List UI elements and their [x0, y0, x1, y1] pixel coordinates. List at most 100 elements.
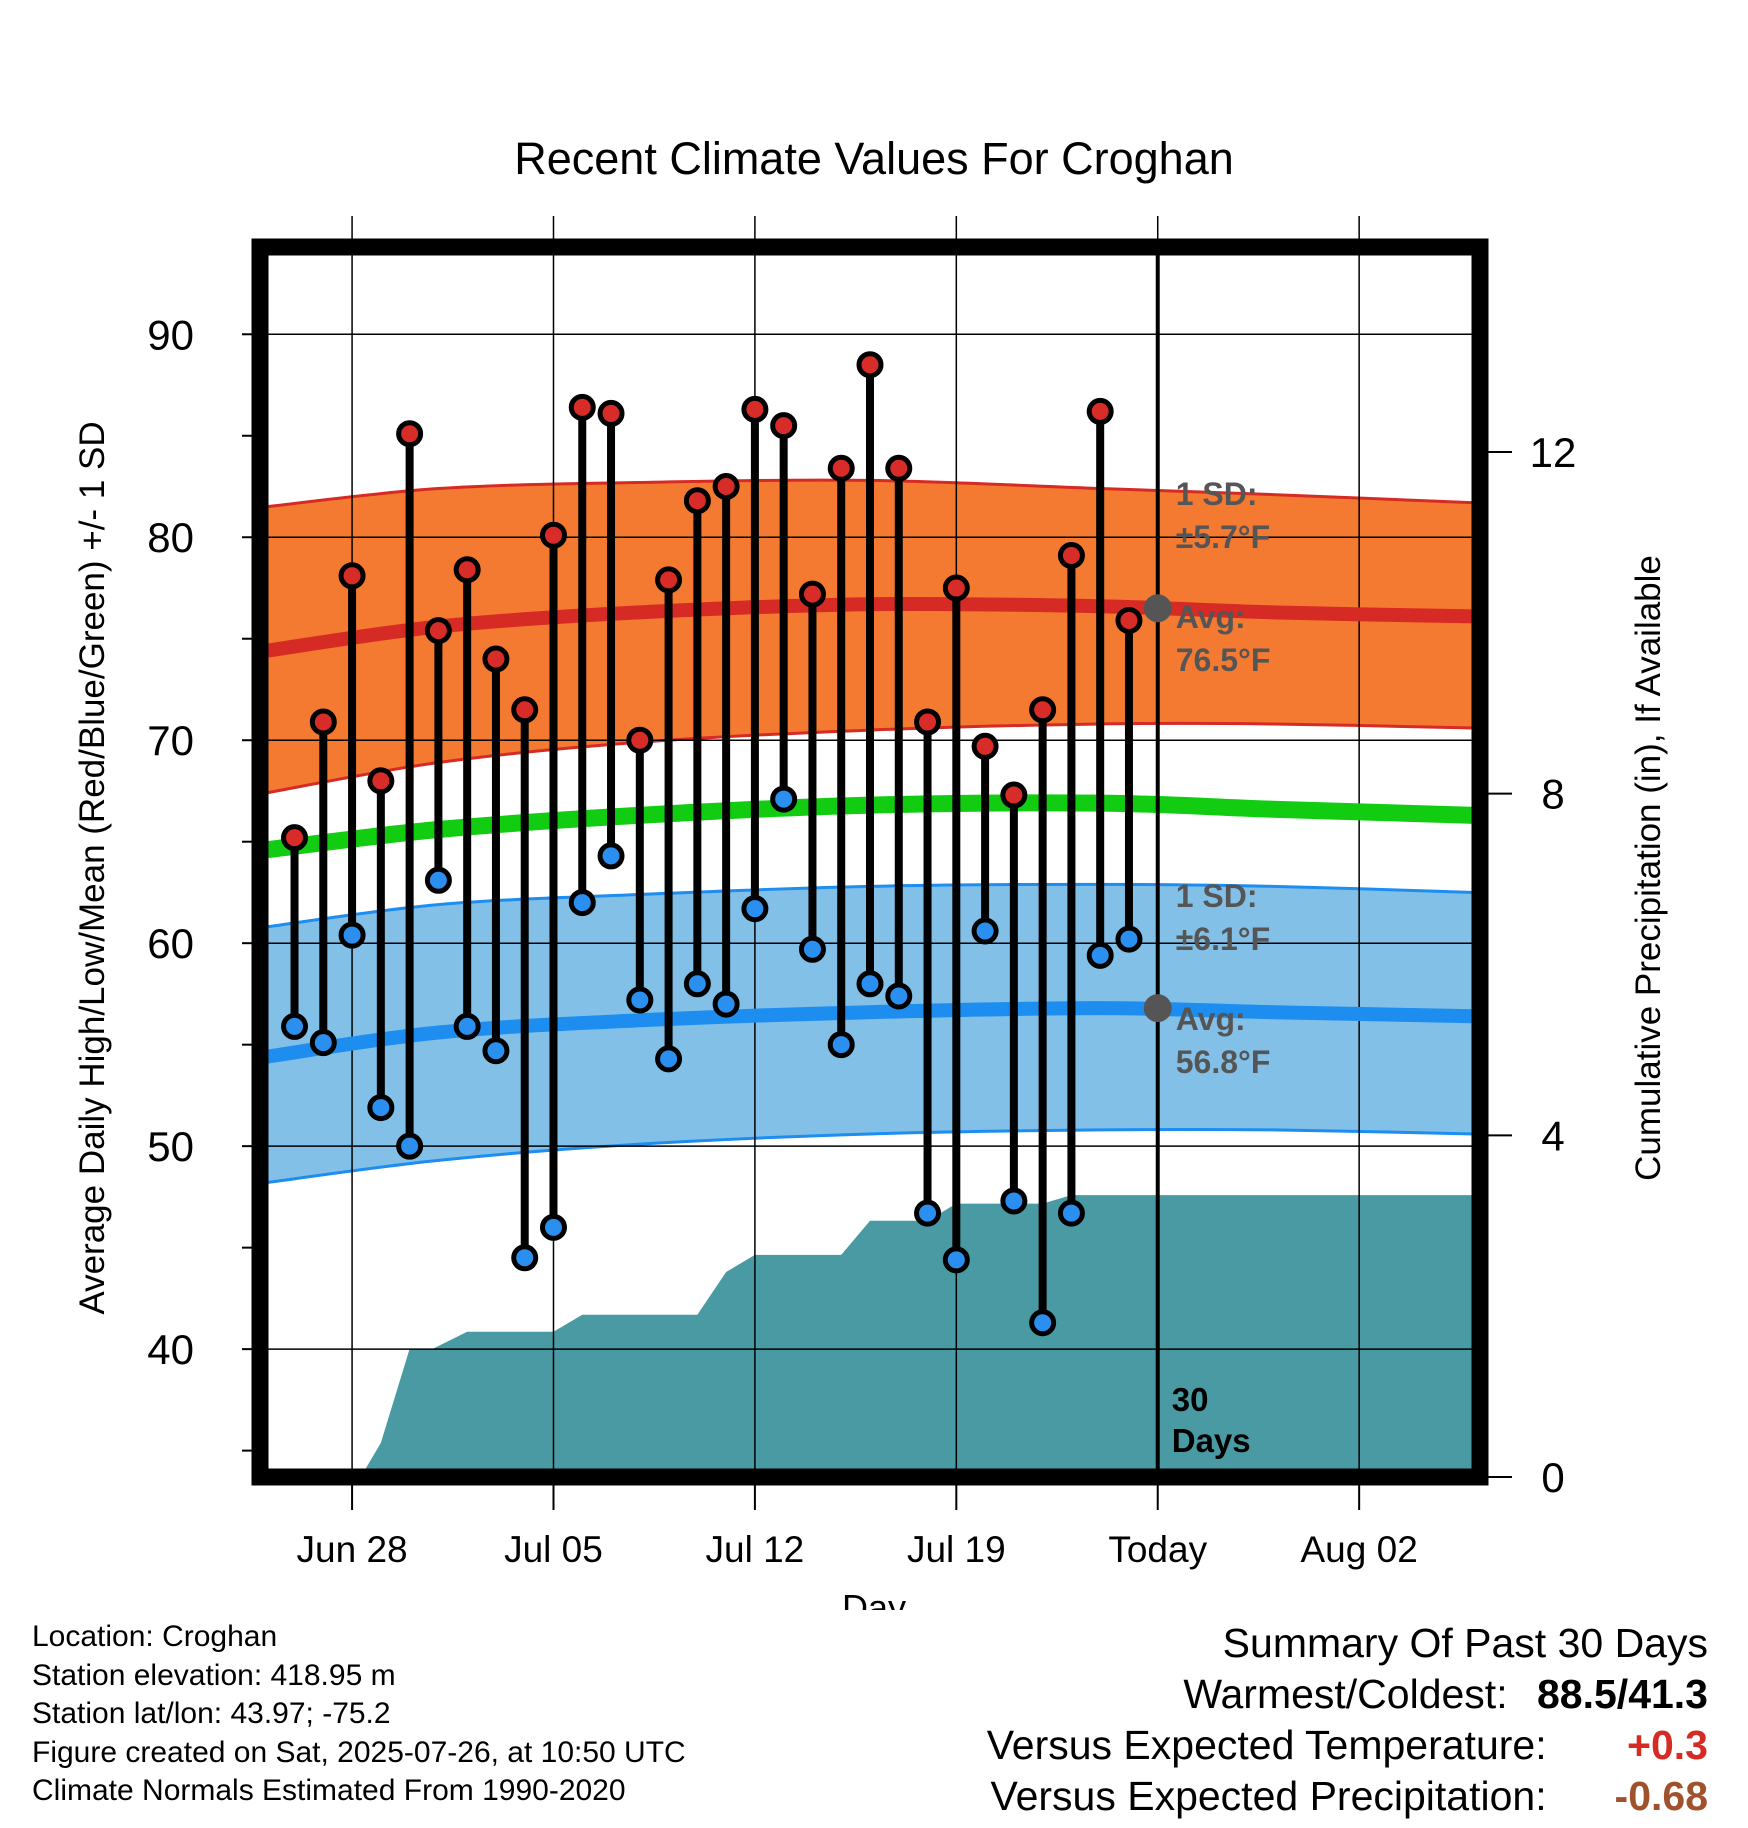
precip-value: -0.68	[1614, 1773, 1708, 1819]
elevation-text: Station elevation: 418.95 m	[32, 1658, 396, 1692]
low-point	[1000, 1187, 1028, 1215]
high-point	[942, 574, 970, 602]
low-point	[655, 1045, 683, 1073]
low-band-lower-edge	[265, 1127, 1475, 1185]
low-point	[885, 982, 913, 1010]
low-point	[453, 1012, 481, 1040]
high-point	[655, 566, 683, 594]
x-tick-label: Jul 19	[907, 1529, 1006, 1570]
chart-title: Recent Climate Values For Croghan	[514, 133, 1234, 184]
climate-chart: Recent Climate Values For Croghan 1 SD: ±…	[73, 133, 1668, 1610]
high-point	[453, 556, 481, 584]
created-text: Figure created on Sat, 2025-07-26, at 10…	[32, 1735, 686, 1769]
y-axis-label: Average Daily High/Low/Mean (Red/Blue/Gr…	[73, 421, 112, 1314]
high-point	[712, 473, 740, 501]
low-avg-marker	[1143, 994, 1172, 1023]
high-point	[424, 617, 452, 645]
high-point	[770, 412, 798, 440]
plot-frame	[251, 238, 1489, 1486]
low-sd-band	[265, 884, 1475, 1183]
low-point	[798, 935, 826, 963]
y-tick-label: 50	[147, 1123, 194, 1170]
x-tick-label: Jul 05	[504, 1529, 603, 1570]
low-sd-title: 1 SD:	[1176, 878, 1258, 914]
high-point	[856, 351, 884, 379]
low-point	[683, 970, 711, 998]
x-tick-label: Jul 12	[706, 1529, 805, 1570]
low-point	[741, 895, 769, 923]
low-point	[971, 917, 999, 945]
temp-row: Versus Expected Temperature: +0.3	[987, 1720, 1708, 1771]
station-info: Location: Croghan Station elevation: 418…	[32, 1618, 686, 1811]
high-point	[1029, 696, 1057, 724]
high-point	[482, 645, 510, 673]
high-point	[396, 420, 424, 448]
high-point	[827, 454, 855, 482]
low-point	[827, 1031, 855, 1059]
plot-border	[251, 238, 1489, 1486]
high-sd-value: ±5.7°F	[1176, 519, 1270, 555]
low-point	[942, 1246, 970, 1274]
precip-label: Versus Expected Precipitation:	[990, 1773, 1547, 1819]
high-point	[885, 454, 913, 482]
location-text: Location: Croghan	[32, 1620, 278, 1653]
y-tick-label: 90	[147, 311, 194, 358]
warm-cold-label: Warmest/Coldest:	[1183, 1671, 1508, 1717]
warm-cold-value: 88.5/41.3	[1537, 1671, 1708, 1717]
summary-title: Summary Of Past 30 Days	[1222, 1620, 1708, 1666]
high-point	[741, 395, 769, 423]
low-point	[626, 986, 654, 1014]
low-point	[1115, 925, 1143, 953]
temp-value: +0.3	[1627, 1722, 1708, 1768]
normals-text: Climate Normals Estimated From 1990-2020	[32, 1774, 626, 1807]
y-tick-label: 60	[147, 920, 194, 967]
normal-low-line	[264, 1001, 1475, 1064]
precip-area-layer	[265, 1195, 1475, 1477]
high-point	[539, 521, 567, 549]
high-point	[1086, 397, 1114, 425]
y2-tick-label: 4	[1541, 1112, 1564, 1159]
y-tick-label: 40	[147, 1326, 194, 1373]
low-point	[511, 1244, 539, 1272]
axes: 40 50 60 70 80 90 0 4 8 12 Jun 28 Jul 05 Jul 12 Jul 1…	[147, 311, 1576, 1570]
high-point	[1000, 781, 1028, 809]
high-point	[798, 580, 826, 608]
low-point	[1086, 941, 1114, 969]
high-point	[568, 393, 596, 421]
high-point	[597, 399, 625, 427]
y-tick-label: 80	[147, 514, 194, 561]
high-avg-value: 76.5°F	[1176, 642, 1271, 678]
latlon-text: Station lat/lon: 43.97; -75.2	[32, 1697, 391, 1730]
today-days-word: Days	[1172, 1422, 1251, 1459]
low-point	[309, 1029, 337, 1057]
x-tick-label: Jun 28	[297, 1529, 408, 1570]
low-point	[482, 1037, 510, 1065]
low-point	[770, 785, 798, 813]
y2-tick-label: 8	[1541, 771, 1564, 818]
warm-cold-row: Warmest/Coldest: 88.5/41.3	[987, 1669, 1708, 1720]
high-point	[971, 732, 999, 760]
high-point	[1057, 542, 1085, 570]
y2-tick-label: 12	[1530, 429, 1577, 476]
x-axis-label: Day	[842, 1587, 906, 1610]
high-avg-title: Avg:	[1176, 599, 1246, 635]
low-point	[1057, 1199, 1085, 1227]
y-tick-label: 70	[147, 717, 194, 764]
low-point	[856, 970, 884, 998]
low-avg-title: Avg:	[1176, 1001, 1246, 1037]
low-point	[424, 866, 452, 894]
high-point	[367, 767, 395, 795]
high-point	[338, 562, 366, 590]
temp-label: Versus Expected Temperature:	[986, 1722, 1547, 1768]
low-point	[539, 1213, 567, 1241]
low-point	[396, 1132, 424, 1160]
high-point	[281, 824, 309, 852]
low-point	[1029, 1309, 1057, 1337]
low-sd-value: ±6.1°F	[1176, 921, 1270, 957]
precip-area	[265, 1195, 1475, 1477]
high-point	[511, 696, 539, 724]
x-tick-label: Aug 02	[1301, 1529, 1418, 1570]
high-sd-title: 1 SD:	[1176, 476, 1258, 512]
today-days-number: 30	[1172, 1381, 1209, 1418]
x-tick-label: Today	[1108, 1529, 1207, 1570]
